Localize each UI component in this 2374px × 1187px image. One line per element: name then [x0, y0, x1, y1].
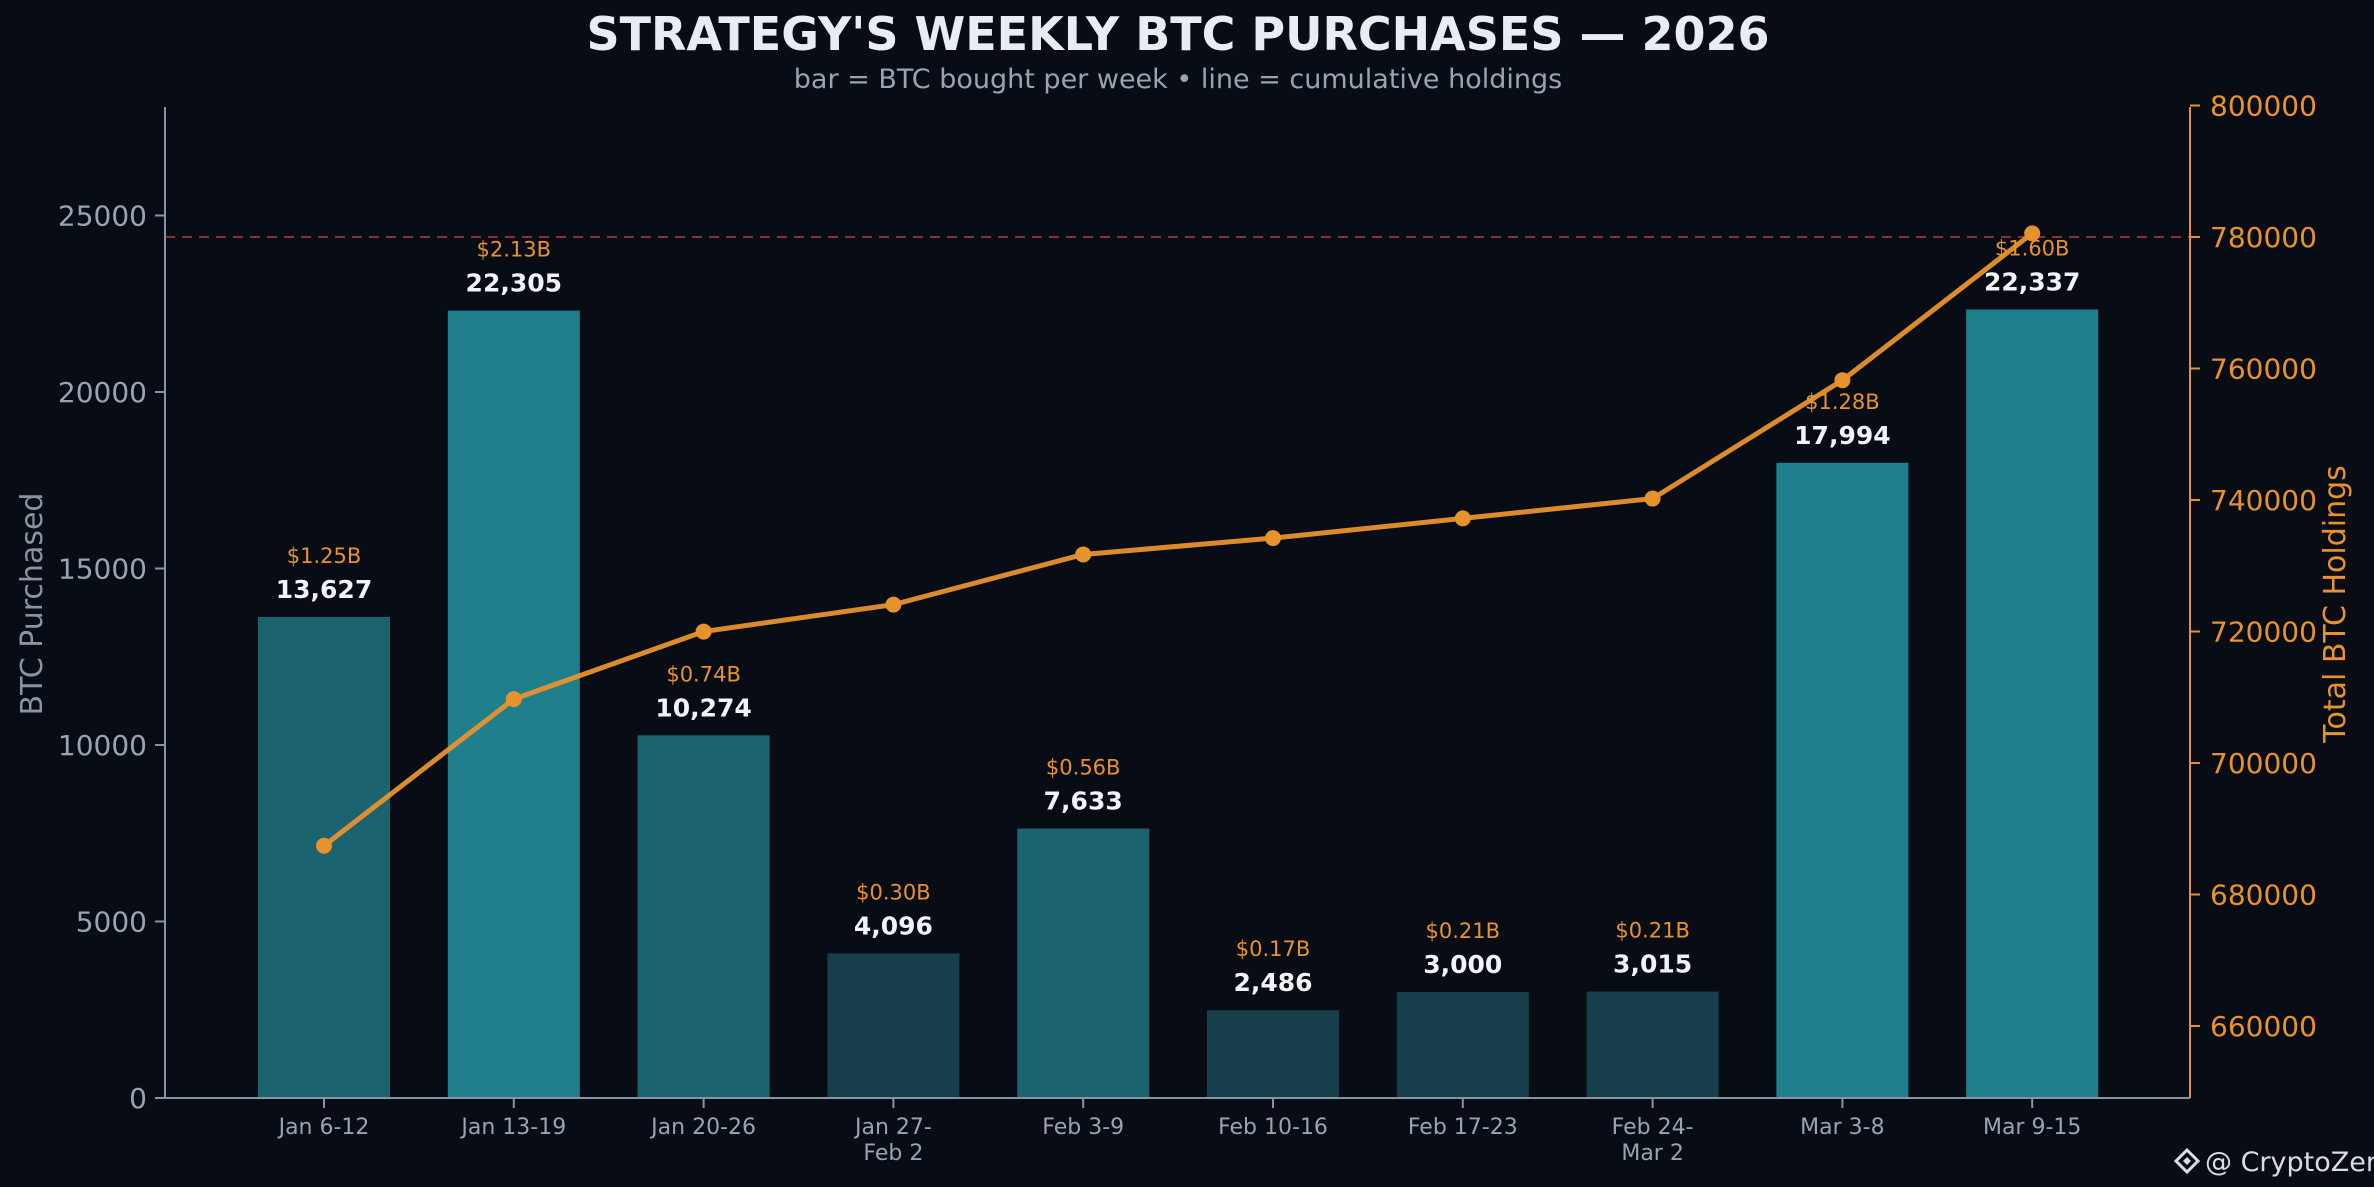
bar-value-label: 17,994	[1794, 421, 1890, 450]
chart-subtitle: bar = BTC bought per week • line = cumul…	[794, 64, 1562, 95]
bar-usd-label: $2.13B	[477, 238, 552, 262]
diamond-logo-icon	[2173, 1147, 2201, 1175]
line-point	[1834, 372, 1851, 389]
bar-value-label: 13,627	[276, 575, 372, 604]
bar	[258, 616, 390, 1098]
left-tick-label: 0	[129, 1082, 147, 1115]
x-tick-label: Jan 27-	[853, 1115, 932, 1140]
cumulative-line	[322, 231, 2034, 848]
right-tick-label: 720000	[2210, 616, 2317, 649]
right-y-ticks: 660000 680000 700000 720000 740000 760000 7800…	[2190, 90, 2317, 1043]
left-axis-title: BTC Purchased	[15, 493, 50, 716]
line-point	[1644, 490, 1661, 507]
left-tick-label: 25000	[58, 200, 147, 233]
right-tick-label: 680000	[2210, 879, 2317, 912]
left-tick-label: 20000	[58, 376, 147, 409]
line-point	[316, 837, 332, 854]
watermark-text: @ CryptoZeno	[2205, 1147, 2374, 1178]
bar-value-label: 22,337	[1984, 268, 2080, 297]
line-point	[1265, 530, 1281, 547]
bar-value-label: 10,274	[655, 693, 751, 722]
x-tick-label: Mar 9-15	[1983, 1115, 2081, 1140]
right-tick-label: 700000	[2210, 747, 2317, 780]
line-point	[2024, 225, 2041, 242]
right-tick-label: 760000	[2210, 353, 2317, 386]
x-tick-label: Jan 20-26	[649, 1115, 756, 1140]
bar	[1396, 992, 1529, 1098]
bar	[1207, 1010, 1339, 1098]
bar-usd-label: $0.30B	[856, 880, 931, 904]
bar	[1586, 991, 1719, 1098]
bar	[637, 735, 770, 1098]
x-ticks: Jan 6-12 Jan 13-19 Jan 20-26 Jan 27-Feb 2 Fe…	[277, 1098, 2081, 1166]
right-tick-label: 800000	[2210, 90, 2317, 123]
x-tick-label: Mar 2	[1621, 1141, 1684, 1166]
chart-title: STRATEGY'S WEEKLY BTC PURCHASES — 2026	[586, 7, 1769, 61]
x-tick-label: Jan 6-12	[277, 1115, 370, 1140]
right-tick-label: 780000	[2210, 221, 2317, 254]
left-tick-label: 5000	[76, 906, 147, 939]
bar-value-label: 4,096	[854, 911, 933, 940]
bar-usd-label: $0.21B	[1426, 919, 1501, 943]
bar-value-label: 3,015	[1613, 950, 1692, 979]
x-tick-label: Mar 3-8	[1800, 1115, 1884, 1140]
bar	[1017, 828, 1150, 1098]
line-point	[505, 691, 522, 708]
bar-usd-label: $0.74B	[666, 662, 741, 686]
bar	[1966, 309, 2099, 1098]
right-tick-label: 660000	[2210, 1010, 2317, 1043]
x-tick-label: Feb 10-16	[1218, 1115, 1328, 1140]
x-tick-label: Feb 3-9	[1042, 1115, 1124, 1140]
left-tick-label: 10000	[58, 729, 147, 762]
bar-usd-label: $0.56B	[1046, 756, 1121, 780]
x-tick-label: Jan 13-19	[459, 1115, 566, 1140]
line-layer	[316, 225, 2041, 854]
bar-labels-layer: 13,627 $1.25B 22,305 $2.13B 10,274 $0.74B 4,09…	[276, 237, 2081, 998]
bar	[827, 953, 960, 1098]
bar-value-label: 22,305	[466, 269, 562, 298]
bar-usd-label: $1.60B	[1995, 237, 2070, 261]
bar-usd-label: $1.25B	[287, 544, 362, 568]
bar	[1776, 462, 1909, 1099]
x-tick-label: Feb 17-23	[1408, 1115, 1518, 1140]
bar-usd-label: $0.21B	[1615, 919, 1690, 943]
bars-layer	[258, 309, 2099, 1099]
left-tick-label: 15000	[58, 553, 147, 586]
left-y-ticks: 0 5000 10000 15000 20000 25000	[58, 200, 165, 1115]
line-point	[1454, 510, 1471, 527]
bar-usd-label: $1.28B	[1805, 390, 1880, 414]
right-tick-label: 740000	[2210, 484, 2317, 517]
bar-value-label: 7,633	[1044, 787, 1123, 816]
line-point	[1075, 546, 1092, 563]
x-tick-label: Feb 2	[863, 1141, 923, 1166]
bar-value-label: 2,486	[1233, 968, 1312, 997]
line-point	[695, 623, 712, 640]
x-tick-label: Feb 24-	[1612, 1115, 1694, 1140]
line-point	[885, 596, 902, 613]
bar-value-label: 3,000	[1423, 950, 1502, 979]
bar-usd-label: $0.17B	[1236, 937, 1311, 961]
right-axis-title: Total BTC Holdings	[2318, 465, 2353, 744]
watermark: @ CryptoZeno	[2173, 1147, 2374, 1178]
